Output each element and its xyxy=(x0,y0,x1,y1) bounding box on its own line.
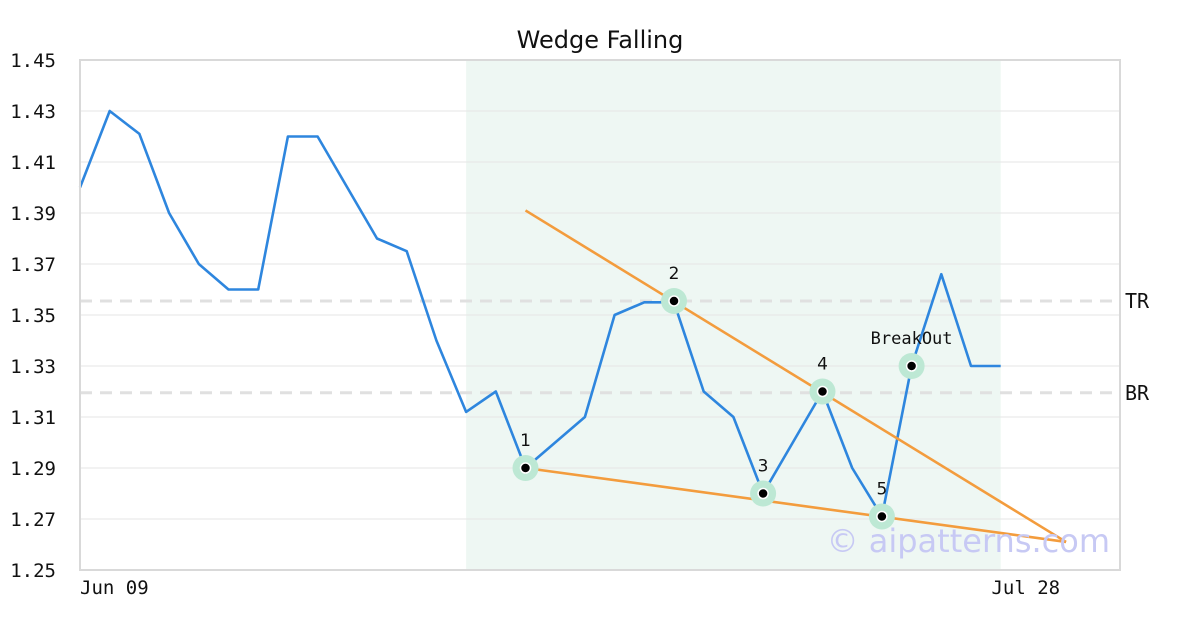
y-tick-label: 1.31 xyxy=(10,407,56,429)
y-tick-label: 1.25 xyxy=(10,560,56,582)
point-label: 3 xyxy=(758,457,769,477)
point-marker xyxy=(668,295,680,307)
trendline xyxy=(524,209,1067,544)
point-label: 4 xyxy=(817,355,828,375)
point-marker xyxy=(905,360,918,372)
point-marker xyxy=(816,385,829,398)
price-line xyxy=(78,109,1001,518)
point-label: 2 xyxy=(669,264,680,284)
level-label: TR xyxy=(1125,289,1150,313)
x-tick-label: Jul 28 xyxy=(991,577,1060,599)
level-label: BR xyxy=(1125,381,1150,405)
y-tick-label: 1.39 xyxy=(10,203,56,225)
y-tick-label: 1.43 xyxy=(10,101,56,123)
point-marker xyxy=(876,510,888,523)
chart-title: Wedge Falling xyxy=(517,26,684,54)
trendline xyxy=(525,466,1067,544)
y-tick-label: 1.29 xyxy=(10,458,56,480)
y-tick-label: 1.27 xyxy=(10,509,56,531)
point-marker xyxy=(519,462,532,474)
plot-frame xyxy=(79,59,1121,571)
y-tick-label: 1.37 xyxy=(10,254,56,276)
y-tick-label: 1.33 xyxy=(10,356,56,378)
y-tick-label: 1.35 xyxy=(10,305,56,327)
watermark-text: © aipatterns.com xyxy=(827,522,1110,560)
point-label: 5 xyxy=(876,479,887,499)
point-label: 1 xyxy=(520,431,531,451)
x-tick-label: Jun 09 xyxy=(80,577,149,599)
level-lines: TR BR xyxy=(80,289,1150,405)
axes: 1.25 1.27 1.29 1.31 1.33 1.35 1.37 1.39 1.41 1.43… xyxy=(10,50,1121,599)
point-marker xyxy=(757,487,769,500)
breakout-label: BreakOut xyxy=(871,329,953,349)
pattern-points: 1 2 3 4 5 BreakOut xyxy=(512,264,953,530)
y-tick-label: 1.41 xyxy=(10,152,56,174)
price-series xyxy=(78,109,1001,518)
y-tick-label: 1.45 xyxy=(10,50,56,72)
wedge-trendlines xyxy=(524,209,1067,544)
